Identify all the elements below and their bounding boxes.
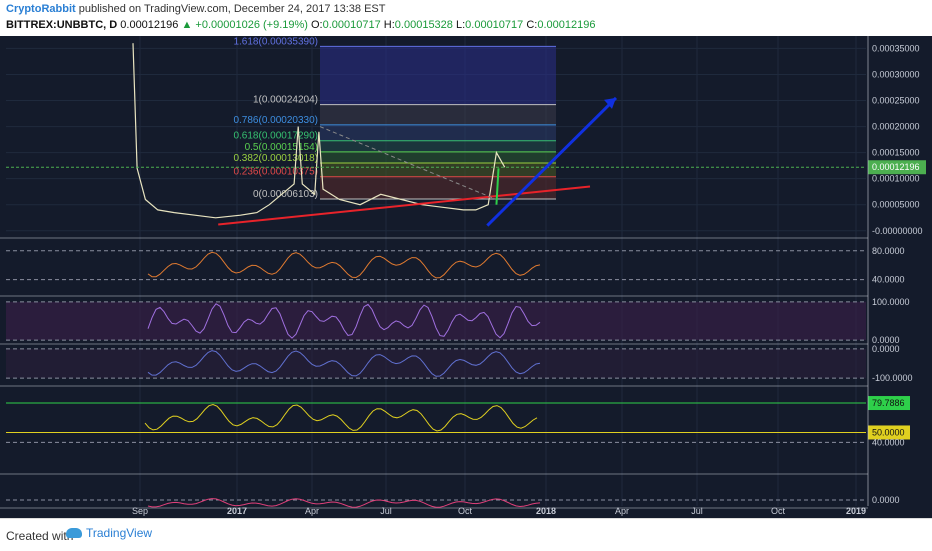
indicator-tick-label: 0.0000	[872, 344, 900, 354]
indicator-series-line	[144, 403, 538, 432]
ohlc-line: BITTREX:UNBBTC, D 0.00012196 ▲ +0.000010…	[6, 19, 595, 31]
price-tick-label: 0.00010000	[872, 174, 920, 184]
fib-band	[320, 124, 556, 141]
chart-area[interactable]: 0.00035000 0.00030000 0.00025000 0.00020000…	[0, 36, 932, 518]
fib-level-label: 0.618(0.00017290)	[233, 131, 318, 142]
tradingview-label: TradingView	[86, 526, 153, 540]
x-tick-label: 2018	[536, 506, 556, 516]
open-value: 0.00010717	[322, 19, 381, 31]
price-tick-label: 0.00020000	[872, 122, 920, 132]
price-series-line	[132, 43, 506, 219]
indicator-tick-label: 40.0000	[872, 437, 905, 447]
low-value: 0.00010717	[465, 19, 524, 31]
indicator-tick-label: -100.0000	[872, 373, 913, 383]
indicator-tick-label: 79.7886	[872, 398, 905, 408]
indicator-tick-label: 0.0000	[872, 335, 900, 345]
price-tick-label: 0.00030000	[872, 69, 920, 79]
close-value: 0.00012196	[537, 19, 596, 31]
fib-level-label: 0.382(0.00013018)	[233, 153, 318, 164]
x-tick-label: Apr	[305, 506, 319, 516]
tradingview-brand[interactable]: TradingView	[66, 526, 152, 540]
descending-trendline	[319, 126, 497, 200]
fib-band	[320, 176, 556, 199]
indicator-tick-label: 0.0000	[872, 495, 900, 505]
tradingview-cloud-icon	[66, 528, 82, 538]
fib-band	[320, 104, 556, 125]
price-change: ▲ +0.00001026 (+9.19%)	[181, 19, 308, 31]
x-tick-label: Oct	[458, 506, 473, 516]
high-value: 0.00015328	[394, 19, 453, 31]
price-tick-label: 0.00035000	[872, 43, 920, 53]
fib-level-label: 1(0.00024204)	[253, 95, 318, 106]
open-label: O:	[307, 19, 323, 31]
indicator-tick-label: 80.0000	[872, 246, 905, 256]
fib-level-label: 0.236(0.00010375)	[233, 167, 318, 178]
green-arrow	[495, 168, 500, 205]
indicator-value-badge	[868, 396, 910, 411]
last-price: 0.00012196	[117, 19, 182, 31]
fib-band	[320, 46, 556, 105]
low-label: L:	[452, 19, 466, 31]
x-tick-label: Jul	[691, 506, 703, 516]
arrow-head-icon	[604, 97, 616, 109]
chart-header: CryptoRabbit published on TradingView.co…	[0, 0, 932, 36]
symbol-label: BITTREX:UNBBTC, D	[6, 19, 118, 31]
price-tick-label: 0.00015000	[872, 148, 920, 158]
indicator-series-line	[147, 303, 541, 339]
x-tick-label: 2019	[846, 506, 866, 516]
publish-info: published on TradingView.com, December 2…	[75, 3, 386, 15]
wpr-band	[6, 348, 866, 379]
created-with-label: Created with	[6, 529, 74, 543]
indicator-tick-label: 40.0000	[872, 275, 905, 285]
indicator-tick-label: 50.0000	[872, 427, 905, 437]
fib-level-label: 0(0.00006103)	[253, 189, 318, 200]
fib-level-label: 1.618(0.00035390)	[233, 36, 318, 47]
footer: Created with TradingView	[0, 518, 932, 551]
fib-level-label: 0.786(0.00020330)	[233, 115, 318, 126]
chart-canvas[interactable]: 0.00035000 0.00030000 0.00025000 0.00020000…	[0, 36, 932, 518]
fib-band	[320, 140, 556, 152]
x-tick-label: Jul	[380, 506, 392, 516]
stoch-band	[6, 301, 866, 341]
price-tick-label: 0.00005000	[872, 200, 920, 210]
x-tick-label: Sep	[132, 506, 148, 516]
indicator-series-line	[147, 251, 541, 279]
current-price-badge	[868, 160, 926, 175]
publish-line: CryptoRabbit published on TradingView.co…	[6, 3, 386, 15]
indicator-series-line	[147, 350, 541, 377]
fib-level-label: 0.5(0.00015154)	[245, 142, 318, 153]
price-tick-label: -0.00000000	[872, 226, 923, 236]
red-trendline	[218, 185, 591, 226]
high-label: H:	[380, 19, 395, 31]
x-tick-label: Oct	[771, 506, 786, 516]
x-tick-label: Apr	[615, 506, 629, 516]
blue-projection-arrow	[486, 96, 618, 227]
indicator-value-badge	[868, 425, 910, 440]
x-tick-label: 2017	[227, 506, 247, 516]
close-label: C:	[523, 19, 538, 31]
current-price-label: 0.00012196	[872, 162, 920, 172]
price-tick-label: 0.00025000	[872, 96, 920, 106]
author-link[interactable]: CryptoRabbit	[6, 3, 76, 15]
fib-band	[320, 162, 556, 177]
indicator-series-line	[147, 498, 541, 508]
fib-band	[320, 151, 556, 163]
indicator-tick-label: 100.0000	[872, 297, 910, 307]
